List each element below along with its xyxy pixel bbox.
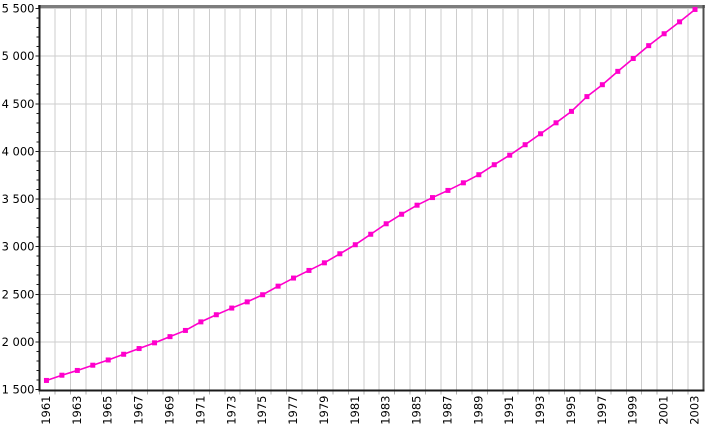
tick-layer bbox=[35, 8, 689, 395]
data-point-1991 bbox=[507, 152, 513, 158]
grid-layer bbox=[36, 7, 704, 391]
x-tick-label: 1985 bbox=[410, 396, 424, 425]
x-tick-label: 1981 bbox=[348, 396, 362, 425]
x-tick-label: 1963 bbox=[70, 396, 84, 425]
x-tick-label: 1975 bbox=[255, 396, 269, 425]
x-tick-label: 1991 bbox=[502, 396, 516, 425]
data-point-1982 bbox=[368, 231, 374, 237]
x-tick-label: 1979 bbox=[317, 396, 331, 425]
y-tick-label: 3 500 bbox=[2, 192, 35, 206]
x-tick-label: 1999 bbox=[626, 396, 640, 425]
data-point-1968 bbox=[152, 340, 158, 346]
y-tick-label: 3 000 bbox=[2, 240, 35, 254]
x-tick-label: 1977 bbox=[286, 396, 300, 425]
data-point-1992 bbox=[522, 142, 528, 148]
data-point-1967 bbox=[136, 346, 142, 352]
data-point-1999 bbox=[630, 56, 636, 62]
data-point-1974 bbox=[244, 299, 250, 305]
data-point-1993 bbox=[538, 131, 544, 137]
y-tick-label: 4 500 bbox=[2, 97, 35, 111]
data-point-1994 bbox=[553, 120, 559, 126]
data-point-1985 bbox=[414, 202, 420, 208]
data-point-1984 bbox=[399, 211, 405, 217]
data-point-1981 bbox=[352, 242, 358, 248]
data-point-1962 bbox=[59, 372, 65, 378]
y-tick-label: 5 500 bbox=[2, 2, 35, 16]
y-tick-label: 1 500 bbox=[2, 383, 35, 397]
data-point-2001 bbox=[661, 31, 667, 37]
data-point-1979 bbox=[321, 260, 327, 266]
data-point-1983 bbox=[383, 221, 389, 227]
x-tick-label: 1987 bbox=[440, 396, 454, 425]
data-point-1966 bbox=[121, 351, 127, 357]
x-tick-label: 1961 bbox=[39, 396, 53, 425]
data-point-1970 bbox=[182, 327, 188, 333]
x-tick-label: 2001 bbox=[657, 396, 671, 425]
data-point-1995 bbox=[568, 108, 574, 114]
population-line bbox=[46, 8, 696, 382]
data-point-1963 bbox=[74, 367, 80, 373]
data-point-1975 bbox=[260, 292, 266, 298]
data-point-1990 bbox=[491, 162, 497, 168]
data-point-2002 bbox=[677, 19, 683, 25]
data-point-1969 bbox=[167, 334, 173, 340]
axis-layer bbox=[38, 5, 705, 392]
data-point-1965 bbox=[105, 357, 111, 363]
x-tick-label: 1983 bbox=[379, 396, 393, 425]
data-point-1987 bbox=[445, 187, 451, 193]
x-tick-label: 2003 bbox=[688, 396, 702, 425]
x-tick-label: 1967 bbox=[132, 396, 146, 425]
data-point-1989 bbox=[476, 172, 482, 178]
data-layer bbox=[43, 6, 698, 383]
data-point-1996 bbox=[584, 94, 590, 100]
data-point-1980 bbox=[337, 251, 343, 257]
data-point-1998 bbox=[615, 68, 621, 74]
data-point-1988 bbox=[460, 180, 466, 186]
y-tick-label: 2 000 bbox=[2, 335, 35, 349]
data-point-1973 bbox=[229, 305, 235, 311]
data-point-1997 bbox=[599, 82, 605, 88]
y-tick-label: 4 000 bbox=[2, 144, 35, 158]
y-tick-label: 5 000 bbox=[2, 49, 35, 63]
x-tick-label: 1969 bbox=[162, 396, 176, 425]
data-point-1986 bbox=[429, 195, 435, 201]
data-point-1964 bbox=[90, 362, 96, 368]
data-point-1961 bbox=[43, 377, 49, 383]
label-layer: 1 500 2 000 2 500 3 000 3 500 4 000 4 500 5 000… bbox=[2, 2, 702, 425]
x-tick-label: 1993 bbox=[533, 396, 547, 425]
x-tick-label: 1995 bbox=[564, 396, 578, 425]
data-point-1976 bbox=[275, 283, 281, 289]
x-tick-label: 1997 bbox=[595, 396, 609, 425]
x-tick-label: 1965 bbox=[101, 396, 115, 425]
data-point-2003 bbox=[692, 6, 698, 12]
data-point-1977 bbox=[291, 275, 297, 281]
data-point-1972 bbox=[213, 312, 219, 318]
data-point-2000 bbox=[646, 43, 652, 49]
x-tick-label: 1971 bbox=[193, 396, 207, 425]
data-point-1971 bbox=[198, 319, 204, 325]
x-tick-label: 1989 bbox=[471, 396, 485, 425]
y-tick-label: 2 500 bbox=[2, 287, 35, 301]
x-tick-label: 1973 bbox=[224, 396, 238, 425]
data-point-1978 bbox=[306, 267, 312, 273]
